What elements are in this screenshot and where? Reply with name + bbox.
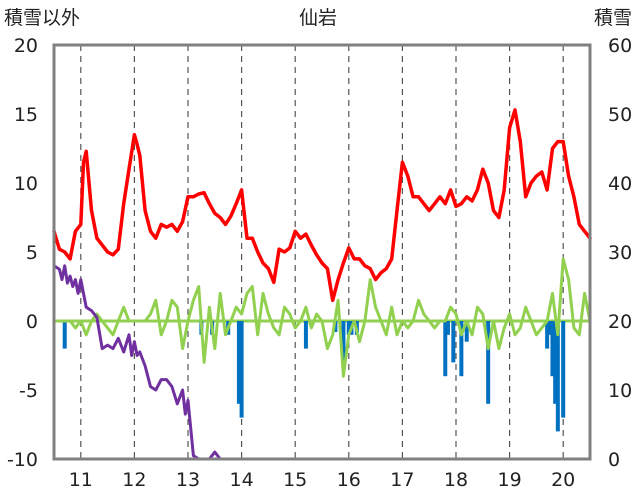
bar [545, 321, 550, 349]
x-tick-label: 20 [551, 469, 575, 491]
plot-frame [52, 43, 592, 461]
x-tick-label: 17 [390, 469, 414, 491]
x-tick-label: 15 [283, 469, 307, 491]
left-tick-label: 10 [14, 173, 38, 195]
left-tick-label: 15 [14, 104, 38, 126]
left-axis-ticks: 20 15 10 5 0 -5 -10 [7, 35, 38, 471]
x-tick-label: 13 [176, 469, 200, 491]
x-tick-label: 12 [122, 469, 146, 491]
x-tick-label: 16 [337, 469, 361, 491]
series-line-0 [52, 108, 592, 303]
bar [547, 321, 552, 335]
right-tick-label: 10 [608, 380, 632, 402]
y-axis-label-left: 積雪以外 [4, 7, 80, 29]
bar [445, 321, 450, 335]
bar [62, 321, 67, 349]
right-tick-label: 40 [608, 173, 632, 195]
bar [451, 321, 456, 363]
bar [341, 321, 346, 363]
bar [346, 321, 351, 335]
line-series [52, 108, 592, 461]
bar [303, 321, 308, 349]
right-tick-label: 50 [608, 104, 632, 126]
bar [550, 321, 555, 377]
y-axis-label-right: 積雪 [594, 7, 632, 29]
right-tick-label: 20 [608, 311, 632, 333]
x-tick-label: 18 [444, 469, 468, 491]
bar [555, 321, 560, 432]
bar [239, 321, 244, 418]
bar [464, 321, 469, 342]
x-tick-label: 14 [230, 469, 254, 491]
left-tick-label: 0 [26, 311, 38, 333]
series-line-1 [52, 257, 592, 378]
bar [443, 321, 448, 377]
right-axis-ticks: 60 50 40 30 20 10 0 [608, 35, 632, 471]
bar [459, 321, 464, 377]
bar [553, 321, 558, 404]
gridlines [80, 45, 564, 459]
right-tick-label: 30 [608, 242, 632, 264]
left-tick-label: 5 [26, 242, 38, 264]
x-axis-ticks: 11 12 13 14 15 16 17 18 19 20 [69, 469, 576, 491]
x-tick-label: 11 [69, 469, 93, 491]
bar [561, 321, 566, 418]
bar [486, 321, 491, 404]
left-tick-label: -5 [19, 380, 38, 402]
left-tick-label: -10 [7, 449, 38, 471]
x-tick-label: 19 [498, 469, 522, 491]
right-tick-label: 0 [608, 449, 620, 471]
bar [236, 321, 241, 404]
right-tick-label: 60 [608, 35, 632, 57]
left-tick-label: 20 [14, 35, 38, 57]
chart-title: 仙岩 [299, 7, 337, 29]
